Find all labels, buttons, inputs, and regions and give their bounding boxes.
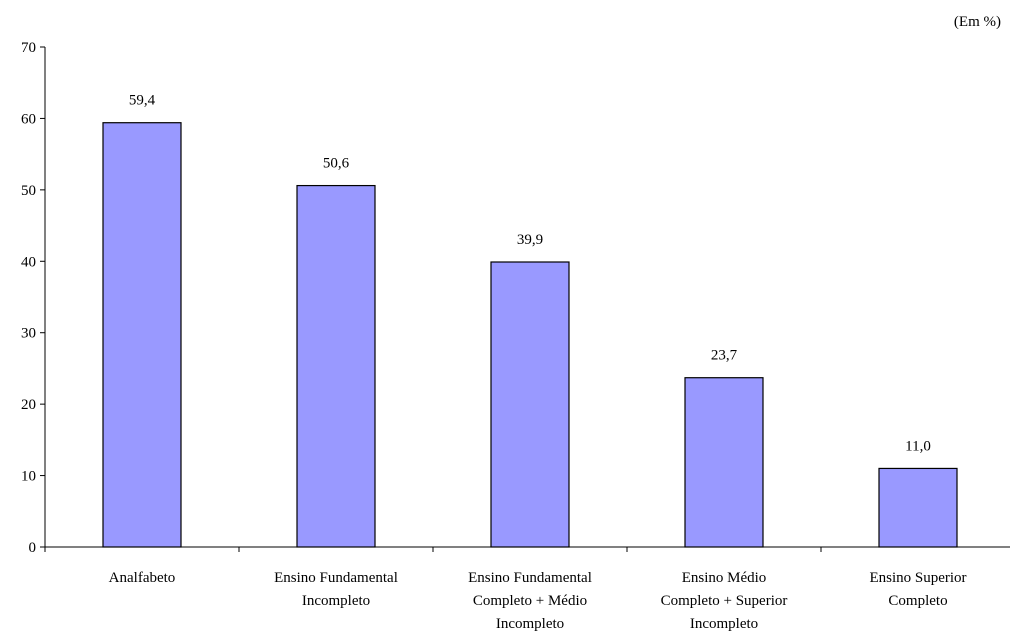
y-tick-label: 0 (29, 540, 37, 556)
x-category-label: Ensino Médio Completo + Superior Incomplet… (661, 570, 788, 632)
x-category-label: Ensino Superior Completo (869, 570, 966, 609)
x-category-label: Ensino Fundamental Incompleto (274, 570, 398, 609)
bars-group: 59,4 50,6 39,9 23,7 11,0 (102, 93, 958, 548)
y-tick-label: 10 (21, 469, 36, 485)
bar (102, 122, 182, 548)
bar-data-label: 39,9 (517, 232, 543, 248)
bar (296, 184, 376, 548)
y-tick-label: 20 (21, 397, 36, 413)
bar-data-label: 50,6 (323, 156, 350, 172)
bar (490, 261, 570, 548)
bar (684, 377, 764, 548)
y-tick-label: 70 (21, 40, 36, 56)
y-tick-label: 60 (21, 111, 36, 127)
bar-data-label: 23,7 (711, 348, 738, 364)
y-tick-label: 30 (21, 326, 36, 342)
bar (878, 467, 958, 548)
y-tick-label: 50 (21, 183, 36, 199)
bar-data-label: 59,4 (129, 93, 156, 109)
bar-data-label: 11,0 (905, 438, 931, 454)
y-tick-label: 40 (21, 254, 36, 270)
x-category-label: Ensino Fundamental Completo + Médio Incomp… (468, 570, 592, 632)
unit-note: (Em %) (953, 14, 1001, 30)
y-axis-ticks: 0 10 20 30 40 50 60 70 (21, 40, 45, 556)
x-axis-labels: Analfabeto Ensino Fundamental Incompleto En… (44, 547, 967, 632)
x-category-label: Analfabeto (109, 570, 176, 586)
